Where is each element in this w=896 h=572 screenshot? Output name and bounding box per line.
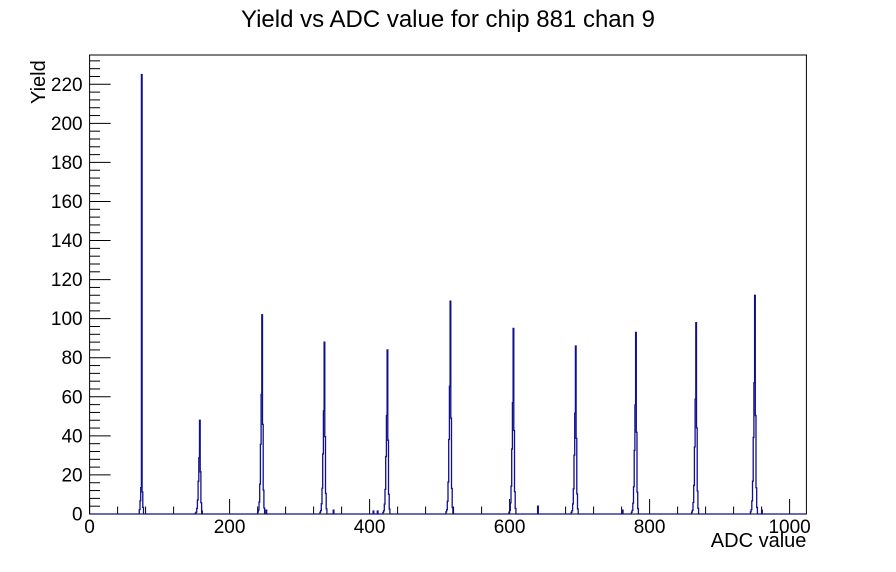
- plot-frame: [89, 54, 807, 515]
- x-tick-label: 0: [84, 517, 95, 538]
- x-tick-label: 800: [634, 517, 666, 538]
- y-tick-label: 140: [51, 231, 83, 252]
- histogram-line: [89, 73, 807, 515]
- x-tick-label: 1000: [768, 517, 810, 538]
- x-tick-label: 200: [214, 517, 246, 538]
- y-tick-label: 60: [61, 387, 82, 408]
- x-tick-label: 600: [494, 517, 526, 538]
- y-axis-title: Yield: [28, 60, 50, 104]
- y-tick-label: 0: [72, 505, 83, 526]
- y-tick-label: 100: [51, 309, 83, 330]
- y-tick-label: 160: [51, 192, 83, 213]
- chart-title: Yield vs ADC value for chip 881 chan 9: [240, 6, 655, 33]
- y-tick-label: 220: [51, 75, 83, 96]
- y-tick-label: 200: [51, 114, 83, 135]
- y-tick-label: 80: [61, 348, 82, 369]
- x-axis-title: ADC value: [711, 530, 807, 552]
- y-tick-label: 180: [51, 153, 83, 174]
- y-tick-label: 120: [51, 270, 83, 291]
- y-tick-label: 20: [61, 465, 82, 486]
- y-tick-label: 40: [61, 426, 82, 447]
- x-tick-label: 400: [354, 517, 386, 538]
